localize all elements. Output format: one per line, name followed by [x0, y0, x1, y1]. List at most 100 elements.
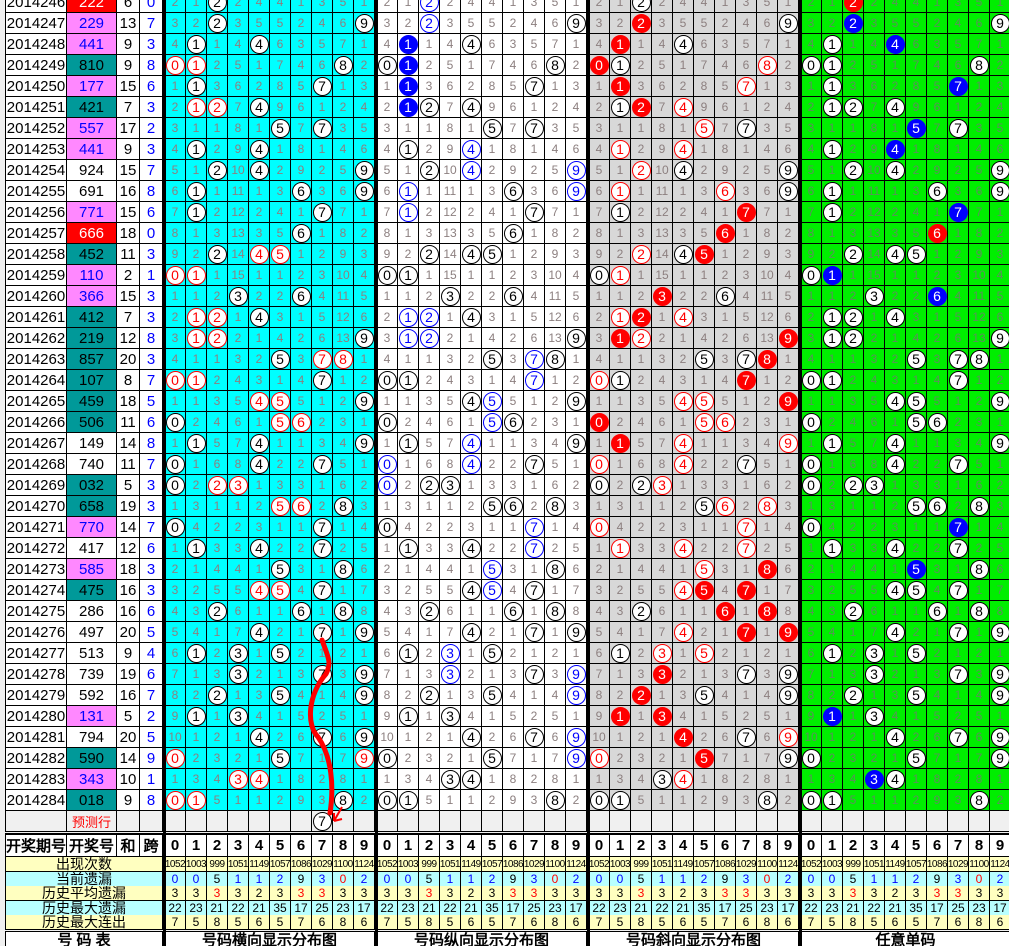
number-ball-icon: 4 — [249, 769, 269, 789]
prediction-cell[interactable] — [419, 811, 440, 832]
prediction-cell[interactable] — [566, 811, 587, 832]
prediction-cell[interactable] — [948, 811, 969, 832]
prediction-cell[interactable] — [673, 811, 694, 832]
distribution-cell: 8 — [715, 139, 736, 160]
prediction-cell[interactable] — [885, 811, 906, 832]
distribution-cell: 7 — [736, 622, 757, 643]
prediction-cell[interactable] — [589, 811, 610, 832]
prediction-cell[interactable] — [801, 811, 822, 832]
number-ball-icon: 5 — [482, 412, 502, 432]
prediction-cell[interactable] — [631, 811, 652, 832]
distribution-cell: 1 — [610, 223, 631, 244]
number-ball-icon: 4 — [249, 727, 269, 747]
omission-value: 7 — [509, 751, 517, 765]
distribution-cell: 5 — [165, 160, 186, 181]
footer-panel-title[interactable]: 号码纵向显示分布图 — [377, 931, 587, 946]
distribution-cell: 3 — [589, 328, 610, 349]
prediction-cell[interactable] — [736, 811, 757, 832]
omission-value: 2 — [213, 58, 221, 72]
prediction-cell[interactable] — [822, 811, 843, 832]
distribution-cell: 1 — [822, 433, 843, 454]
distribution-cell: 2 — [694, 790, 715, 811]
distribution-cell: 9 — [566, 748, 587, 769]
prediction-cell[interactable] — [249, 811, 270, 832]
number-ball-icon: 5 — [694, 685, 714, 705]
distribution-cell: 9 — [354, 685, 375, 706]
prediction-cell[interactable]: 7 — [312, 811, 333, 832]
omission-value: 1 — [572, 709, 580, 723]
prediction-cell[interactable] — [482, 811, 503, 832]
prediction-cell[interactable] — [778, 811, 799, 832]
distribution-cell: 4 — [673, 580, 694, 601]
distribution-cell: 6 — [927, 412, 948, 433]
number-ball-icon: 1 — [822, 643, 842, 663]
span-cell: 3 — [140, 286, 163, 307]
prediction-cell[interactable] — [165, 811, 186, 832]
distribution-cell: 1 — [249, 328, 270, 349]
prediction-cell[interactable] — [990, 811, 1009, 832]
omission-value: 1 — [912, 268, 920, 282]
prediction-cell[interactable] — [377, 811, 398, 832]
prediction-cell[interactable] — [969, 811, 990, 832]
prediction-cell[interactable] — [864, 811, 885, 832]
prediction-cell[interactable] — [186, 811, 207, 832]
omission-value: 1 — [700, 373, 708, 387]
span-cell: 3 — [140, 559, 163, 580]
prediction-cell[interactable] — [503, 811, 524, 832]
distribution-cell: 1 — [503, 202, 524, 223]
distribution-cell: 1 — [843, 34, 864, 55]
omission-value: 7 — [933, 751, 941, 765]
number-ball-icon: 9 — [354, 748, 374, 768]
distribution-cell: 4 — [885, 34, 906, 55]
distribution-cell: 1 — [377, 433, 398, 454]
stat-value: 3 — [165, 886, 186, 901]
distribution-cell: 1 — [610, 538, 631, 559]
omission-value: 1 — [933, 0, 941, 9]
prediction-cell[interactable] — [207, 811, 228, 832]
distribution-cell: 7 — [864, 97, 885, 118]
prediction-cell[interactable] — [694, 811, 715, 832]
prediction-cell[interactable] — [270, 811, 291, 832]
prediction-cell[interactable] — [333, 811, 354, 832]
omission-value: 1 — [318, 226, 326, 240]
prediction-cell[interactable] — [757, 811, 778, 832]
number-ball-icon: 7 — [948, 76, 968, 96]
distribution-cell: 7 — [736, 202, 757, 223]
omission-value: 15 — [655, 268, 669, 282]
prediction-cell[interactable] — [398, 811, 419, 832]
prediction-cell[interactable] — [440, 811, 461, 832]
prediction-cell[interactable] — [291, 811, 312, 832]
omission-value: 2 — [530, 772, 538, 786]
omission-value: 1 — [954, 646, 962, 660]
distribution-cell: 3 — [864, 475, 885, 496]
footer-panel-title[interactable]: 号码斜向显示分布图 — [589, 931, 799, 946]
stat-value: 2 — [990, 872, 1009, 887]
prediction-cell[interactable] — [228, 811, 249, 832]
prediction-cell[interactable] — [843, 811, 864, 832]
stat-value: 8 — [419, 915, 440, 930]
prediction-cell[interactable] — [461, 811, 482, 832]
omission-value: 3 — [912, 310, 920, 324]
stat-value: 5 — [398, 915, 419, 930]
prediction-cell[interactable] — [524, 811, 545, 832]
number-ball-icon: 2 — [419, 685, 439, 705]
distribution-cell: 2 — [822, 685, 843, 706]
footer-panel-title[interactable]: 任意单码 — [801, 931, 1009, 946]
prediction-cell[interactable] — [545, 811, 566, 832]
stat-value: 5 — [610, 915, 631, 930]
prediction-cell[interactable] — [652, 811, 673, 832]
distribution-cell: 2 — [801, 559, 822, 580]
distribution-cell: 4 — [948, 13, 969, 34]
omission-value: 2 — [807, 562, 815, 576]
distribution-cell: 6 — [715, 412, 736, 433]
prediction-cell[interactable] — [354, 811, 375, 832]
distribution-cell: 4 — [461, 0, 482, 13]
prediction-cell[interactable] — [906, 811, 927, 832]
footer-panel-title[interactable]: 号码横向显示分布图 — [165, 931, 375, 946]
prediction-cell[interactable] — [610, 811, 631, 832]
prediction-cell[interactable] — [927, 811, 948, 832]
prediction-cell[interactable] — [715, 811, 736, 832]
distribution-cell: 4 — [566, 517, 587, 538]
header-digit: 5 — [482, 833, 503, 857]
distribution-cell: 4 — [440, 370, 461, 391]
